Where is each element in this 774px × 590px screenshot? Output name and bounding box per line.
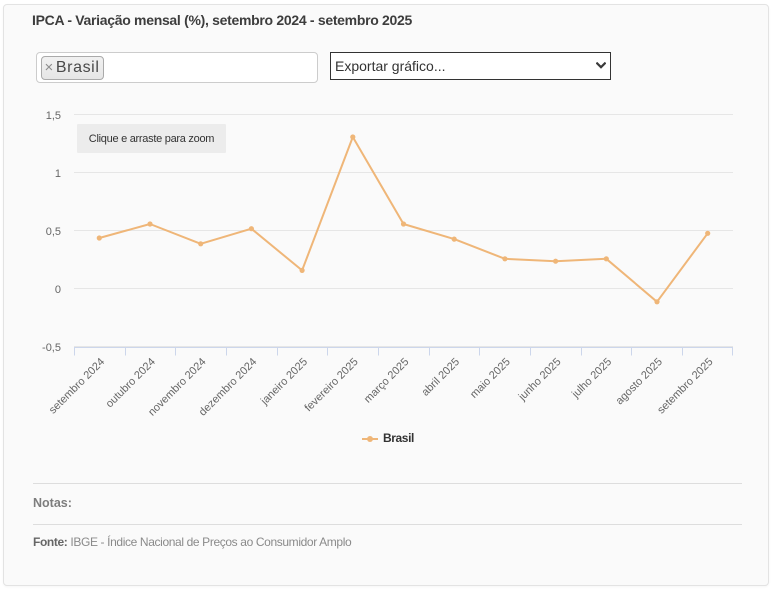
svg-text:julho 2025: julho 2025 bbox=[569, 356, 614, 401]
svg-text:abril 2025: abril 2025 bbox=[419, 356, 462, 399]
svg-text:outubro 2024: outubro 2024 bbox=[104, 356, 158, 410]
svg-text:-0,5: -0,5 bbox=[42, 342, 61, 354]
svg-text:0,5: 0,5 bbox=[46, 226, 61, 238]
svg-text:setembro 2024: setembro 2024 bbox=[47, 356, 107, 416]
svg-text:março 2025: março 2025 bbox=[362, 356, 412, 406]
svg-text:1,5: 1,5 bbox=[46, 110, 61, 122]
svg-text:janeiro 2025: janeiro 2025 bbox=[258, 356, 310, 408]
svg-text:0: 0 bbox=[55, 284, 61, 296]
svg-text:maio 2025: maio 2025 bbox=[468, 356, 513, 401]
svg-text:agosto 2025: agosto 2025 bbox=[614, 356, 665, 407]
svg-text:junho 2025: junho 2025 bbox=[516, 356, 564, 404]
svg-text:fevereiro 2025: fevereiro 2025 bbox=[303, 356, 361, 414]
svg-text:1: 1 bbox=[55, 168, 61, 180]
